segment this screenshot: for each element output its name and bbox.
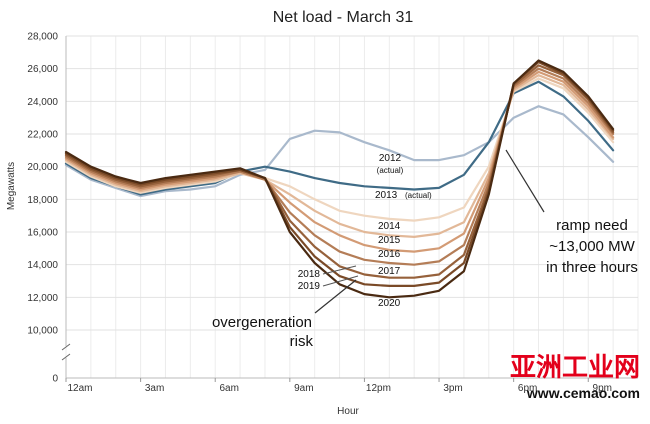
series-sublabel-2013: (actual): [405, 191, 432, 200]
annotation-text: in three hours: [546, 259, 638, 276]
callout-line-ramp: [505, 149, 545, 213]
x-tick-label: 12am: [67, 383, 92, 394]
x-tick-label: 3pm: [443, 383, 462, 394]
series-line-2015: [64, 74, 615, 238]
y-tick-label: 12,000: [27, 293, 58, 304]
series-lines: [64, 59, 615, 299]
series-label-2017: 2017: [378, 266, 401, 277]
leader-line-2018: [322, 265, 357, 275]
x-tick-label: 9pm: [593, 383, 612, 394]
chart-axes: [61, 36, 638, 379]
x-axis-label: Hour: [337, 406, 359, 417]
series-label-2018: 2018: [298, 269, 321, 280]
x-tick-label: 9am: [294, 383, 313, 394]
y-tick-label: 28,000: [27, 32, 58, 43]
x-tick-label: 6am: [219, 383, 238, 394]
y-tick-label: 20,000: [27, 162, 58, 173]
y-tick-label: 0: [52, 374, 58, 385]
watermark-chinese: 亚洲工业网: [510, 353, 640, 383]
x-tick-label: 12pm: [366, 383, 391, 394]
series-line-2020: [64, 59, 615, 299]
y-tick-label: 24,000: [27, 97, 58, 108]
watermark-url: www.cemao.com: [526, 385, 640, 401]
x-tick-label: 6pm: [518, 383, 537, 394]
series-label-2012: 2012: [379, 153, 402, 164]
series-label-2019: 2019: [298, 281, 321, 292]
series-label-2016: 2016: [378, 249, 401, 260]
series-label-2013: 2013: [375, 190, 398, 201]
leader-line-2019: [322, 275, 359, 287]
annotation-text: ~13,000 MW: [549, 238, 635, 255]
y-tick-label: 22,000: [27, 130, 58, 141]
y-tick-label: 26,000: [27, 64, 58, 75]
series-line-2017: [64, 67, 615, 266]
series-line-2014: [64, 77, 615, 222]
callout-line-overgeneration: [314, 279, 357, 314]
series-label-2014: 2014: [378, 221, 401, 232]
x-tick-label: 3am: [145, 383, 164, 394]
series-sublabel-2012: (actual): [377, 166, 404, 175]
axis-break-mark: [61, 343, 71, 351]
y-axis-label: Megawatts: [6, 162, 17, 210]
annotation-text: risk: [290, 333, 314, 350]
chart-grid: [65, 35, 639, 378]
series-line-2016: [64, 70, 615, 253]
watermark: 亚洲工业网 www.cemao.com: [510, 353, 640, 401]
chart-annotations: ramp need ~13,000 MW in three hours overgen…: [212, 149, 638, 350]
chart-title: Net load - March 31: [273, 9, 414, 26]
series-label-2020: 2020: [378, 298, 401, 309]
y-tick-label: 10,000: [27, 326, 58, 337]
annotation-text: overgeneration: [212, 314, 312, 331]
series-labels: 2012 (actual) 2013 (actual) 2014 2015 2016 2017…: [298, 153, 432, 309]
axis-break-mark: [61, 353, 71, 361]
annotation-text: ramp need: [556, 217, 628, 234]
y-tick-label: 18,000: [27, 195, 58, 206]
series-label-2015: 2015: [378, 235, 401, 246]
series-line-2012: [64, 105, 615, 198]
y-ticks: 10,000 12,000 14,000 16,000 18,000 20,000 22,0…: [27, 32, 58, 385]
series-line-2013: [64, 80, 615, 196]
y-tick-label: 16,000: [27, 228, 58, 239]
series-line-2018: [64, 64, 615, 279]
x-ticks: 12am 3am 6am 9am 12pm 3pm 6pm 9pm: [65, 378, 612, 394]
y-tick-label: 14,000: [27, 260, 58, 271]
